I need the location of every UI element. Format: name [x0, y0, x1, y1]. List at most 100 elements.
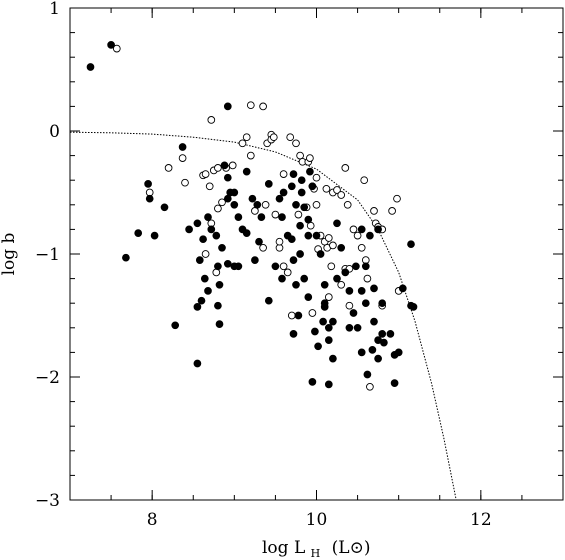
filled-data-point: [223, 259, 232, 268]
filled-data-point: [297, 188, 306, 197]
filled-data-point: [320, 280, 329, 289]
filled-data-point: [242, 229, 251, 237]
filled-data-point: [324, 380, 333, 389]
open-data-point: [337, 280, 346, 289]
filled-data-point: [314, 342, 322, 351]
open-data-point: [388, 207, 396, 215]
open-data-point: [242, 133, 251, 142]
filled-data-point: [304, 215, 313, 224]
filled-data-point: [86, 63, 95, 71]
open-data-point: [308, 309, 317, 317]
filled-data-point: [341, 268, 350, 277]
filled-data-point: [366, 231, 374, 240]
open-data-point: [201, 250, 210, 258]
open-data-point: [393, 194, 401, 203]
filled-data-point: [199, 235, 207, 244]
x-tick-label: 12: [470, 510, 492, 530]
x-axis-title-unit: (L⊙): [332, 538, 371, 558]
open-data-point: [205, 182, 214, 191]
filled-data-point: [204, 213, 212, 221]
filled-data-point: [353, 323, 362, 332]
filled-data-point: [287, 182, 296, 191]
filled-data-point: [292, 200, 300, 209]
plot-frame: [69, 7, 564, 501]
filled-data-point: [311, 327, 319, 336]
filled-data-point: [398, 284, 407, 293]
filled-data-point: [223, 102, 232, 111]
y-tick-label: −1: [35, 245, 60, 265]
open-data-point: [214, 164, 222, 172]
filled-data-point: [329, 317, 337, 326]
filled-data-point: [300, 274, 309, 283]
open-data-point: [327, 262, 336, 271]
filled-data-point: [308, 378, 317, 386]
filled-data-point: [275, 194, 284, 203]
filled-data-point: [300, 203, 309, 212]
filled-data-point: [134, 229, 143, 237]
filled-data-point: [345, 323, 354, 332]
y-tick-label: −2: [35, 368, 60, 388]
filled-data-point: [296, 221, 304, 230]
open-data-point: [357, 243, 366, 252]
dotted-curve: [69, 131, 457, 501]
open-data-point: [228, 161, 237, 170]
y-tick-label: 1: [49, 0, 60, 19]
filled-data-point: [257, 213, 266, 221]
open-data-point: [275, 237, 284, 246]
filled-data-point: [349, 309, 358, 317]
open-data-point: [238, 139, 247, 148]
open-data-point: [292, 139, 300, 148]
open-data-point: [343, 200, 352, 209]
open-data-point: [370, 207, 378, 215]
filled-data-point: [160, 203, 169, 212]
open-data-point: [363, 274, 372, 283]
filled-data-point: [264, 296, 273, 305]
filled-data-point: [230, 200, 239, 209]
filled-data-point: [324, 323, 333, 332]
filled-data-point: [279, 188, 288, 197]
open-data-point: [271, 210, 280, 219]
filled-data-point: [122, 253, 130, 262]
open-data-point: [279, 170, 288, 178]
filled-data-point: [289, 330, 298, 338]
x-axis-title-subscript: H: [311, 547, 321, 560]
filled-data-point: [253, 200, 262, 209]
open-data-point: [324, 293, 333, 301]
filled-data-point: [193, 303, 202, 311]
filled-data-point: [289, 256, 298, 264]
axis-ticks: [69, 7, 564, 501]
open-data-point: [286, 133, 295, 142]
filled-circle-series: [86, 41, 418, 389]
filled-data-point: [171, 321, 180, 330]
open-data-point: [181, 178, 189, 187]
open-data-point: [279, 262, 288, 271]
filled-data-point: [378, 299, 387, 308]
filled-data-point: [107, 41, 115, 49]
filled-data-point: [294, 311, 303, 320]
filled-data-point: [145, 194, 154, 203]
filled-data-point: [234, 262, 243, 271]
filled-data-point: [193, 219, 202, 228]
filled-data-point: [212, 231, 221, 240]
filled-data-point: [363, 370, 372, 379]
dotted-curve-layer: [69, 131, 457, 501]
filled-data-point: [386, 330, 395, 338]
filled-data-point: [312, 231, 321, 240]
filled-data-point: [248, 194, 257, 203]
filled-data-point: [230, 188, 239, 197]
filled-data-point: [178, 143, 187, 151]
filled-data-point: [287, 235, 296, 244]
open-data-point: [269, 133, 278, 142]
open-data-point: [259, 102, 267, 111]
open-data-point: [218, 198, 226, 207]
filled-data-point: [251, 256, 259, 264]
x-tick-label: 10: [306, 510, 328, 530]
filled-data-point: [374, 225, 382, 234]
filled-data-point: [214, 262, 222, 271]
filled-data-point: [144, 180, 152, 188]
open-data-point: [294, 210, 303, 219]
open-data-point: [329, 241, 337, 250]
filled-data-point: [324, 336, 333, 344]
filled-data-point: [320, 303, 329, 311]
